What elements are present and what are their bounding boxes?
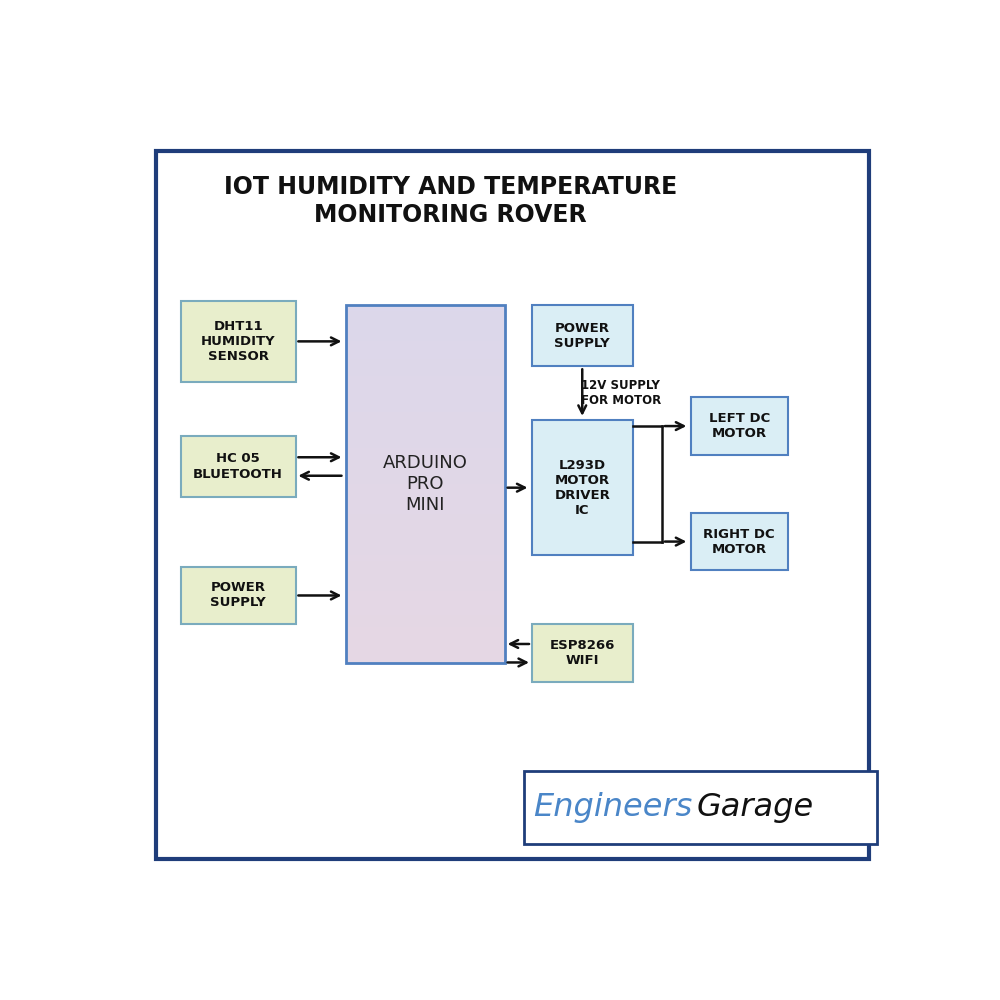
Bar bbox=[346, 442, 505, 448]
Bar bbox=[346, 621, 505, 627]
Bar bbox=[346, 430, 505, 436]
Bar bbox=[346, 424, 505, 430]
Bar bbox=[346, 305, 505, 663]
Text: ESP8266
WIFI: ESP8266 WIFI bbox=[550, 639, 615, 667]
Bar bbox=[691, 397, 788, 455]
Bar bbox=[532, 420, 633, 555]
Bar bbox=[346, 609, 505, 615]
Bar bbox=[346, 639, 505, 645]
Bar bbox=[346, 549, 505, 555]
Text: Garage: Garage bbox=[697, 792, 814, 823]
Text: DHT11
HUMIDITY
SENSOR: DHT11 HUMIDITY SENSOR bbox=[201, 320, 275, 363]
Text: LEFT DC
MOTOR: LEFT DC MOTOR bbox=[709, 412, 770, 440]
Bar bbox=[346, 466, 505, 472]
Bar bbox=[346, 364, 505, 370]
Bar bbox=[532, 624, 633, 682]
Bar bbox=[346, 591, 505, 597]
Bar bbox=[346, 496, 505, 502]
Bar bbox=[346, 538, 505, 544]
Bar bbox=[346, 657, 505, 663]
Bar bbox=[346, 561, 505, 567]
Bar bbox=[346, 490, 505, 496]
Bar bbox=[346, 376, 505, 382]
Bar bbox=[346, 418, 505, 424]
Bar bbox=[346, 388, 505, 394]
Bar bbox=[346, 502, 505, 508]
Bar bbox=[346, 454, 505, 460]
Bar bbox=[346, 615, 505, 621]
Bar bbox=[346, 526, 505, 532]
Bar bbox=[346, 460, 505, 466]
Text: Engineers: Engineers bbox=[533, 792, 693, 823]
Bar bbox=[346, 579, 505, 585]
Bar bbox=[691, 513, 788, 570]
Bar bbox=[346, 359, 505, 364]
Text: POWER
SUPPLY: POWER SUPPLY bbox=[554, 322, 610, 350]
Text: IOT HUMIDITY AND TEMPERATURE
MONITORING ROVER: IOT HUMIDITY AND TEMPERATURE MONITORING … bbox=[224, 175, 677, 227]
Bar bbox=[524, 771, 877, 844]
Bar bbox=[346, 370, 505, 376]
Bar bbox=[346, 353, 505, 359]
Bar bbox=[532, 305, 633, 366]
Text: L293D
MOTOR
DRIVER
IC: L293D MOTOR DRIVER IC bbox=[554, 459, 610, 517]
Text: POWER
SUPPLY: POWER SUPPLY bbox=[210, 581, 266, 609]
Bar bbox=[346, 573, 505, 579]
Bar bbox=[346, 645, 505, 651]
Bar bbox=[346, 514, 505, 520]
Bar bbox=[346, 597, 505, 603]
Bar bbox=[346, 627, 505, 633]
Bar bbox=[346, 323, 505, 329]
Bar bbox=[346, 347, 505, 353]
Bar bbox=[181, 436, 296, 497]
Bar bbox=[346, 603, 505, 609]
Bar bbox=[346, 406, 505, 412]
Bar bbox=[346, 412, 505, 418]
Bar bbox=[346, 448, 505, 454]
Bar bbox=[346, 394, 505, 400]
Text: RIGHT DC
MOTOR: RIGHT DC MOTOR bbox=[703, 528, 775, 556]
Bar bbox=[346, 544, 505, 549]
Bar bbox=[346, 400, 505, 406]
Bar bbox=[346, 335, 505, 341]
Bar bbox=[346, 436, 505, 442]
Bar bbox=[346, 633, 505, 639]
Bar bbox=[181, 301, 296, 382]
Bar bbox=[346, 329, 505, 335]
Bar bbox=[346, 472, 505, 478]
Bar bbox=[346, 341, 505, 347]
Bar bbox=[346, 567, 505, 573]
Bar bbox=[346, 555, 505, 561]
Bar bbox=[346, 532, 505, 538]
Bar bbox=[346, 317, 505, 323]
Bar bbox=[346, 651, 505, 657]
Bar bbox=[346, 305, 505, 311]
Bar bbox=[346, 484, 505, 490]
Bar bbox=[346, 382, 505, 388]
Text: ARDUINO
PRO
MINI: ARDUINO PRO MINI bbox=[383, 454, 468, 514]
Bar bbox=[346, 520, 505, 526]
Bar bbox=[346, 585, 505, 591]
Bar bbox=[181, 567, 296, 624]
Bar bbox=[346, 478, 505, 484]
Bar bbox=[346, 508, 505, 514]
Text: 12V SUPPLY
FOR MOTOR: 12V SUPPLY FOR MOTOR bbox=[581, 379, 661, 407]
Text: HC 05
BLUETOOTH: HC 05 BLUETOOTH bbox=[193, 452, 283, 481]
Bar bbox=[346, 311, 505, 317]
